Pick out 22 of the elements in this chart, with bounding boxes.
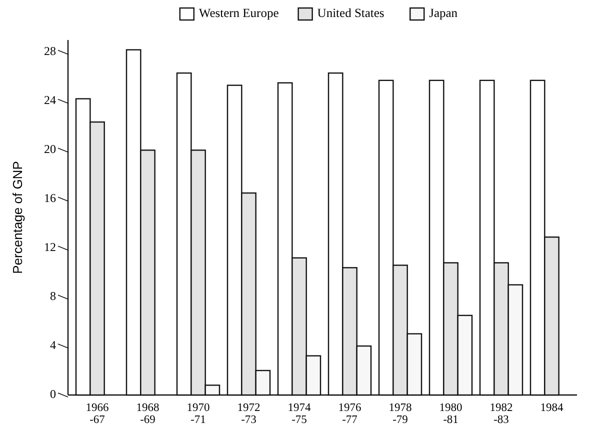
x-tick-label: 1972-73 — [237, 402, 260, 426]
x-tick-label: 1980-81 — [439, 402, 462, 426]
x-tick-label: 1984 — [540, 402, 564, 414]
y-tick-label: 4 — [50, 338, 56, 352]
x-tick-label: 1968-69 — [136, 402, 160, 426]
y-tick-label: 16 — [44, 190, 56, 205]
y-axis-title: Percentage of GNP — [10, 161, 25, 274]
y-tick-label: 8 — [50, 288, 56, 303]
x-tick-label: 1978-79 — [388, 402, 412, 426]
y-tick-label: 20 — [44, 142, 56, 156]
y-tick-label: 0 — [50, 386, 56, 401]
legend-label: United States — [317, 6, 384, 20]
y-tick-label: 12 — [44, 240, 56, 254]
x-tick-label: 1970-71 — [186, 402, 210, 426]
x-tick-label: 1982-83 — [490, 402, 513, 426]
x-tick-label: 1974-75 — [288, 402, 311, 426]
x-tick-label: 1966-67 — [86, 402, 109, 426]
legend-label: Japan — [429, 6, 458, 20]
y-tick-label: 28 — [44, 44, 56, 58]
y-tick-label: 24 — [44, 92, 56, 107]
legend-label: Western Europe — [198, 6, 280, 20]
x-tick-label: 1976-77 — [338, 402, 362, 426]
